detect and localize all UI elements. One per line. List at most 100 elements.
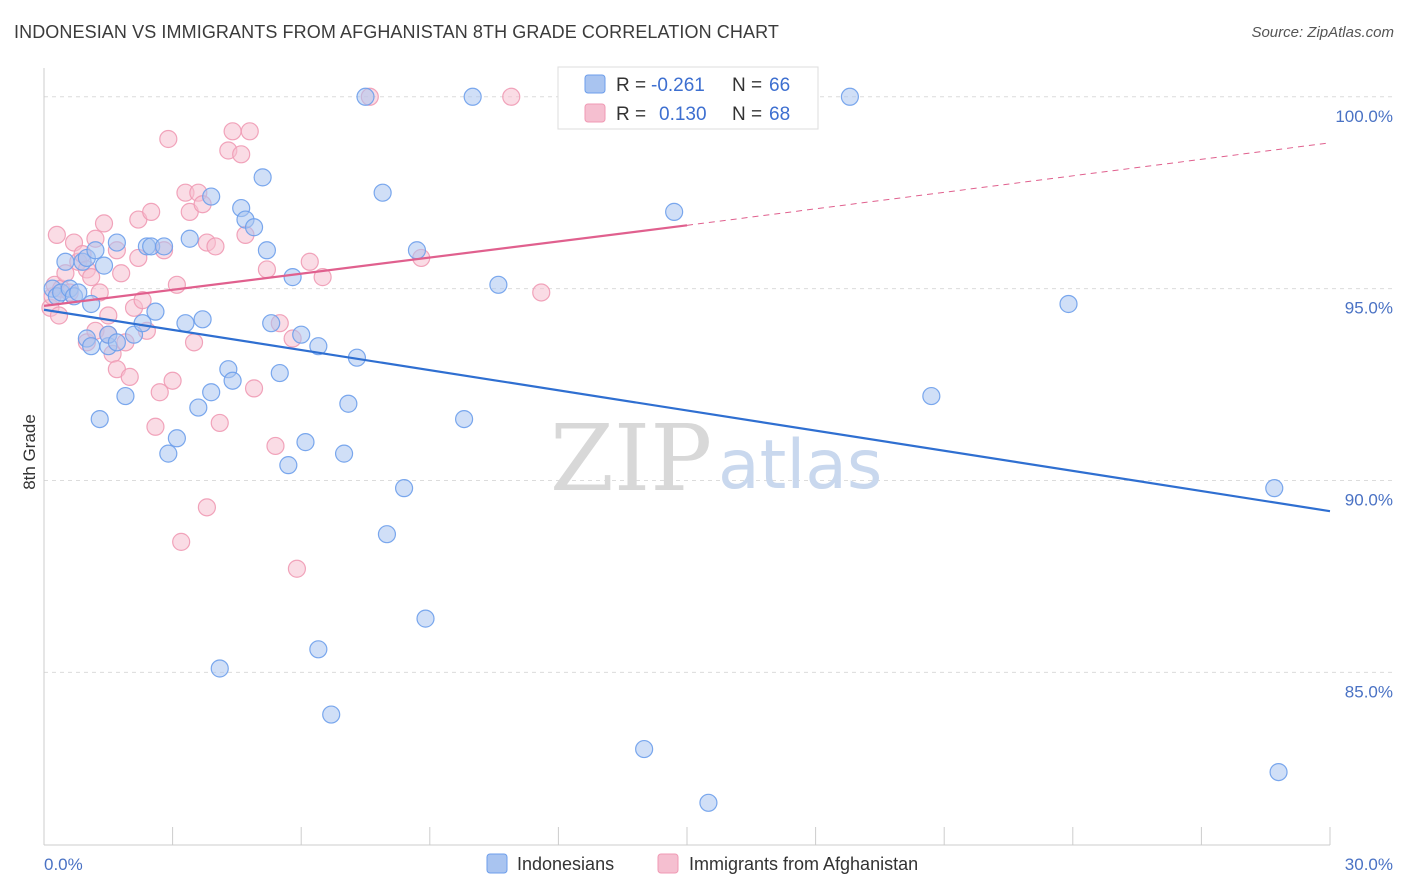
indonesians-point[interactable]	[1059, 294, 1078, 314]
indonesians-point[interactable]	[635, 739, 654, 759]
bottom-legend-swatch-afghanistan[interactable]	[657, 853, 679, 874]
indonesians-point[interactable]	[416, 609, 435, 628]
afghanistan-point[interactable]	[146, 417, 165, 436]
indonesians-point[interactable]	[373, 183, 392, 202]
afghanistan-point[interactable]	[142, 202, 161, 221]
legend-r-value-1: 0.130	[659, 104, 707, 125]
legend-swatch-afghanistan	[584, 103, 606, 123]
legend-r-value-0: -0.261	[651, 75, 705, 96]
indonesians-point[interactable]	[223, 371, 242, 390]
indonesians-point[interactable]	[394, 479, 414, 498]
watermark-atlas: atlas	[718, 426, 882, 505]
indonesians-point[interactable]	[283, 268, 302, 287]
indonesians-point[interactable]	[339, 394, 358, 413]
indonesians-point[interactable]	[107, 233, 126, 252]
indonesians-point[interactable]	[309, 337, 328, 356]
legend-r-label-0: R =	[616, 75, 646, 96]
indonesians-point[interactable]	[244, 218, 264, 237]
indonesians-point[interactable]	[202, 383, 221, 402]
indonesians-point[interactable]	[1269, 762, 1288, 782]
afghanistan-point[interactable]	[300, 252, 319, 271]
indonesians-point[interactable]	[292, 325, 311, 344]
afghanistan-point[interactable]	[150, 383, 169, 402]
indonesians-point[interactable]	[107, 333, 126, 352]
trend-line-indonesians	[43, 308, 1331, 513]
indonesians-point[interactable]	[86, 241, 105, 260]
afghanistan-point[interactable]	[287, 559, 307, 578]
afghanistan-point[interactable]	[240, 122, 259, 141]
indonesians-point[interactable]	[146, 302, 165, 321]
trend-line-afghanistan-extension	[686, 142, 1331, 226]
indonesians-point[interactable]	[202, 187, 221, 206]
indonesians-point[interactable]	[210, 659, 229, 678]
indonesians-point[interactable]	[699, 793, 718, 812]
afghanistan-point[interactable]	[112, 264, 131, 283]
legend-box: R = -0.261 N = 66 R = 0.130 N = 68	[557, 66, 819, 130]
afghanistan-point[interactable]	[210, 413, 229, 433]
indonesians-point[interactable]	[454, 409, 474, 429]
indonesians-point[interactable]	[82, 294, 101, 314]
axes	[43, 68, 1331, 846]
y-axis-label: 8th Grade	[20, 414, 39, 490]
legend-n-label-0: N =	[732, 75, 762, 96]
indonesians-point[interactable]	[167, 429, 186, 448]
indonesians-point[interactable]	[377, 525, 397, 544]
afghanistan-point[interactable]	[82, 268, 101, 287]
afghanistan-point[interactable]	[257, 260, 277, 279]
y-tick-label: 85.0%	[1345, 682, 1393, 701]
indonesians-point[interactable]	[270, 363, 289, 383]
chart-title: INDONESIAN VS IMMIGRANTS FROM AFGHANISTA…	[14, 22, 779, 42]
afghanistan-point[interactable]	[47, 225, 66, 245]
afghanistan-point[interactable]	[133, 291, 152, 310]
indonesians-point[interactable]	[922, 386, 941, 406]
afghanistan-point[interactable]	[163, 371, 182, 390]
indonesians-point[interactable]	[840, 87, 859, 106]
indonesians-point[interactable]	[94, 256, 114, 275]
afghanistan-point[interactable]	[94, 214, 114, 233]
afghanistan-point[interactable]	[159, 129, 178, 149]
bottom-legend-swatch-indonesians[interactable]	[486, 853, 508, 874]
bottom-legend-indonesians[interactable]: Indonesians	[517, 854, 614, 874]
indonesians-point[interactable]	[279, 456, 298, 475]
afghanistan-point[interactable]	[206, 237, 225, 256]
bottom-legend-afghanistan[interactable]: Immigrants from Afghanistan	[689, 854, 918, 874]
indonesians-point[interactable]	[309, 640, 328, 659]
indonesians-point[interactable]	[193, 310, 212, 329]
indonesians-point[interactable]	[82, 337, 101, 356]
afghanistan-point[interactable]	[232, 145, 251, 164]
afghanistan-point[interactable]	[502, 87, 521, 106]
indonesians-point[interactable]	[56, 252, 75, 271]
indonesians-point[interactable]	[180, 229, 199, 248]
watermark-zip: ZIP	[550, 405, 712, 512]
indonesians-point[interactable]	[159, 444, 178, 463]
indonesians-point[interactable]	[176, 314, 195, 333]
afghanistan-point[interactable]	[313, 268, 332, 287]
legend-n-value-1: 68	[769, 104, 790, 125]
afghanistan-point[interactable]	[244, 379, 264, 398]
afghanistan-point[interactable]	[184, 333, 204, 352]
indonesians-point[interactable]	[257, 241, 277, 260]
indonesians-point[interactable]	[407, 241, 427, 260]
indonesians-point[interactable]	[463, 87, 482, 106]
afghanistan-point[interactable]	[197, 498, 216, 517]
afghanistan-point[interactable]	[266, 436, 285, 456]
indonesians-point[interactable]	[90, 409, 109, 429]
indonesians-point[interactable]	[334, 444, 354, 463]
indonesians-point[interactable]	[356, 87, 375, 106]
indonesians-point[interactable]	[262, 314, 281, 333]
afghanistan-point[interactable]	[172, 532, 191, 551]
afghanistan-point[interactable]	[120, 367, 139, 386]
indonesians-point[interactable]	[322, 705, 341, 724]
indonesians-point[interactable]	[665, 202, 684, 221]
indonesians-point[interactable]	[154, 237, 174, 256]
indonesians-point[interactable]	[189, 398, 208, 417]
source-label[interactable]: Source: ZipAtlas.com	[1251, 24, 1394, 41]
indonesians-point[interactable]	[1265, 479, 1284, 498]
indonesians-point[interactable]	[489, 275, 508, 294]
indonesians-point[interactable]	[296, 433, 315, 452]
afghanistan-point[interactable]	[49, 306, 69, 325]
indonesians-point[interactable]	[116, 386, 135, 406]
indonesians-point[interactable]	[253, 168, 272, 187]
afghanistan-point[interactable]	[223, 122, 242, 141]
afghanistan-point[interactable]	[532, 283, 551, 302]
